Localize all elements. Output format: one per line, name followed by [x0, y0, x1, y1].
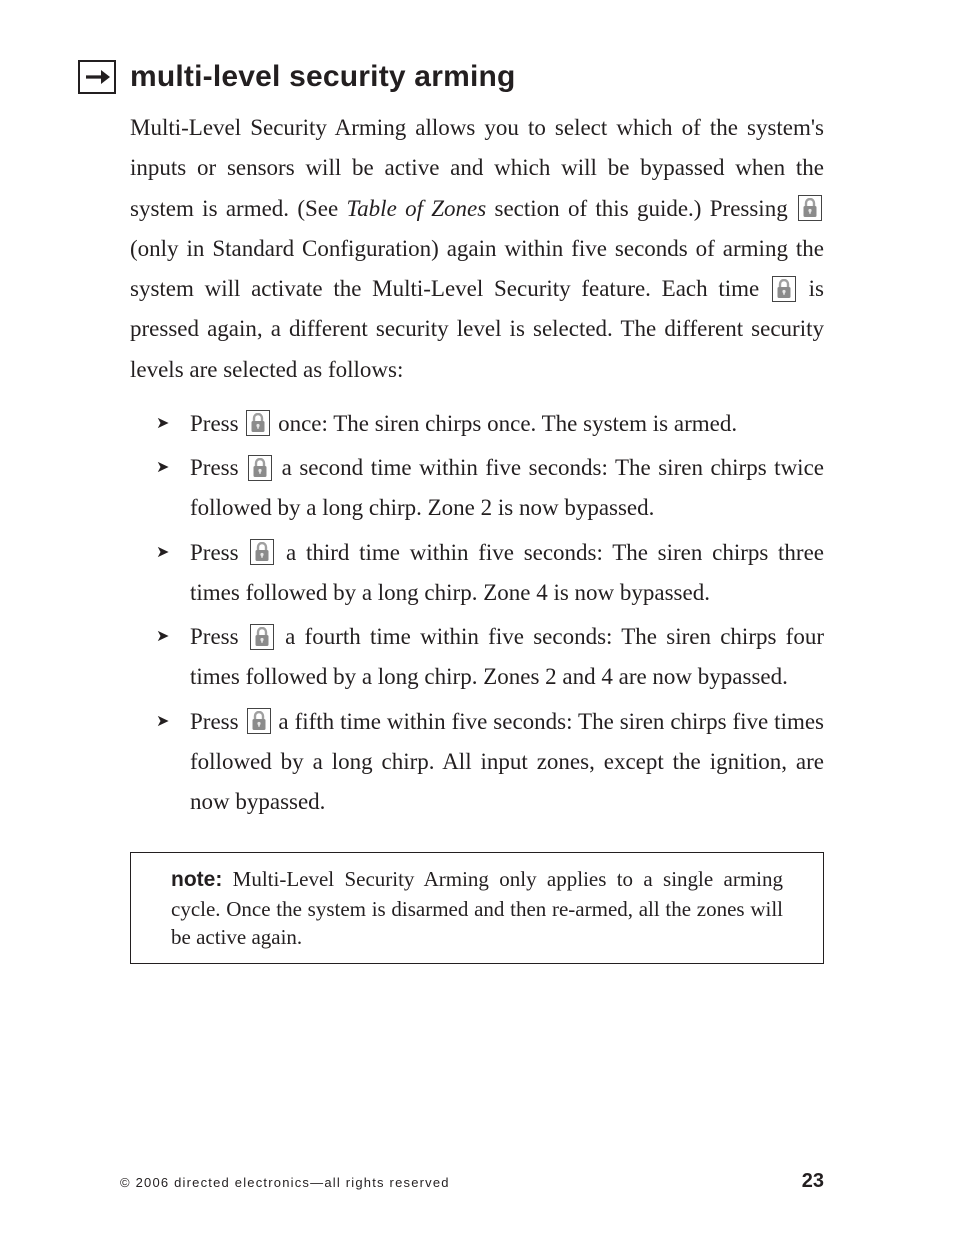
steps-list: Press once: The siren chirps once. The s… — [130, 404, 824, 823]
list-item: Press a fifth time within five seconds: … — [156, 702, 824, 823]
step-text-after: once: The siren chirps once. The system … — [272, 411, 737, 436]
document-page: multi-level security arming Multi-Level … — [0, 0, 954, 1004]
list-item: Press a second time within five seconds:… — [156, 448, 824, 529]
intro-text-2: section of this guide.) Pressing — [486, 196, 796, 221]
copyright-text: © 2006 directed electronics—all rights r… — [120, 1175, 450, 1190]
list-item: Press once: The siren chirps once. The s… — [156, 404, 824, 444]
lock-icon — [247, 708, 271, 734]
page-footer: © 2006 directed electronics—all rights r… — [120, 1170, 824, 1193]
intro-italic: Table of Zones — [347, 196, 487, 221]
step-text-after: a second time within five seconds: The s… — [190, 455, 824, 520]
page-number: 23 — [802, 1170, 824, 1193]
lock-icon — [250, 624, 274, 650]
step-text-after: a fourth time within five seconds: The s… — [190, 624, 824, 689]
intro-paragraph: Multi-Level Security Arming allows you t… — [130, 108, 824, 390]
intro-text-3: (only in Standard Configuration) again w… — [130, 236, 824, 301]
right-arrow-icon — [78, 60, 116, 94]
step-text-before: Press — [190, 411, 244, 436]
note-text: Multi-Level Security Arming only applies… — [171, 867, 783, 949]
step-text-before: Press — [190, 709, 245, 734]
lock-icon — [246, 410, 270, 436]
lock-icon — [250, 539, 274, 565]
step-text-before: Press — [190, 455, 246, 480]
step-text-before: Press — [190, 624, 248, 649]
lock-icon — [248, 455, 272, 481]
lock-icon — [798, 195, 822, 221]
step-text-before: Press — [190, 540, 248, 565]
section-heading-row: multi-level security arming — [78, 60, 824, 94]
step-text-after: a fifth time within five seconds: The si… — [190, 709, 824, 815]
note-label: note: — [171, 868, 222, 891]
section-title: multi-level security arming — [130, 60, 516, 94]
lock-icon — [772, 276, 796, 302]
note-box: note: Multi-Level Security Arming only a… — [130, 852, 824, 964]
list-item: Press a third time within five seconds: … — [156, 533, 824, 614]
list-item: Press a fourth time within five seconds:… — [156, 617, 824, 698]
step-text-after: a third time within five seconds: The si… — [190, 540, 824, 605]
